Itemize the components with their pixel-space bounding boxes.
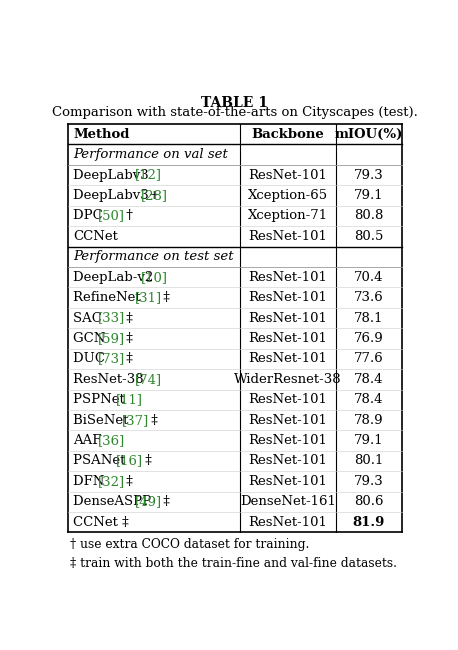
Text: DeepLabv3: DeepLabv3 [73, 168, 153, 181]
Text: 76.9: 76.9 [354, 332, 384, 345]
Text: CCNet ‡: CCNet ‡ [73, 515, 129, 528]
Text: † use extra COCO dataset for training.: † use extra COCO dataset for training. [70, 538, 309, 551]
Text: ‡: ‡ [159, 495, 170, 508]
Text: ResNet-101: ResNet-101 [249, 352, 327, 365]
Text: Method: Method [73, 128, 130, 141]
Text: BiSeNet: BiSeNet [73, 413, 133, 426]
Text: DenseASPP: DenseASPP [73, 495, 156, 508]
Text: Performance on val set: Performance on val set [73, 148, 228, 161]
Text: PSANet: PSANet [73, 454, 130, 467]
Text: WiderResnet-38: WiderResnet-38 [234, 373, 342, 386]
Text: PSPNet: PSPNet [73, 393, 129, 406]
Text: ‡: ‡ [122, 311, 133, 324]
Text: [11]: [11] [116, 393, 143, 406]
Text: ResNet-38: ResNet-38 [73, 373, 148, 386]
Text: SAC: SAC [73, 311, 106, 324]
Text: 73.6: 73.6 [354, 291, 384, 304]
Text: ‡: ‡ [122, 332, 133, 345]
Text: [36]: [36] [98, 434, 125, 447]
Text: ResNet-101: ResNet-101 [249, 230, 327, 243]
Text: ResNet-101: ResNet-101 [249, 454, 327, 467]
Text: ResNet-101: ResNet-101 [249, 413, 327, 426]
Text: AAF: AAF [73, 434, 106, 447]
Text: DPC: DPC [73, 209, 107, 222]
Text: 80.1: 80.1 [354, 454, 383, 467]
Text: 80.5: 80.5 [354, 230, 383, 243]
Text: Xception-71: Xception-71 [248, 209, 328, 222]
Text: Performance on test set: Performance on test set [73, 250, 234, 263]
Text: ResNet-101: ResNet-101 [249, 393, 327, 406]
Text: ResNet-101: ResNet-101 [249, 311, 327, 324]
Text: ‡: ‡ [122, 475, 133, 488]
Text: RefineNet: RefineNet [73, 291, 145, 304]
Text: [12]: [12] [135, 168, 162, 181]
Text: 79.1: 79.1 [354, 189, 383, 202]
Text: [31]: [31] [135, 291, 162, 304]
Text: 70.4: 70.4 [354, 270, 383, 283]
Text: 80.6: 80.6 [354, 495, 383, 508]
Text: DFN: DFN [73, 475, 109, 488]
Text: 81.9: 81.9 [353, 515, 385, 528]
Text: ResNet-101: ResNet-101 [249, 515, 327, 528]
Text: ‡: ‡ [147, 413, 158, 426]
Text: GCN: GCN [73, 332, 110, 345]
Text: 78.9: 78.9 [354, 413, 383, 426]
Text: DUC: DUC [73, 352, 109, 365]
Text: 78.4: 78.4 [354, 373, 383, 386]
Text: mIOU(%): mIOU(%) [334, 128, 403, 141]
Text: CCNet: CCNet [73, 230, 118, 243]
Text: [49]: [49] [135, 495, 162, 508]
Text: 79.3: 79.3 [354, 475, 384, 488]
Text: ‡: ‡ [159, 291, 170, 304]
Text: ResNet-101: ResNet-101 [249, 291, 327, 304]
Text: Comparison with state-of-the-arts on Cityscapes (test).: Comparison with state-of-the-arts on Cit… [52, 106, 418, 119]
Text: ‡: ‡ [141, 454, 152, 467]
Text: ResNet-101: ResNet-101 [249, 270, 327, 283]
Text: [16]: [16] [116, 454, 143, 467]
Text: ‡ train with both the train-fine and val-fine datasets.: ‡ train with both the train-fine and val… [70, 558, 397, 571]
Text: [10]: [10] [141, 270, 168, 283]
Text: 78.1: 78.1 [354, 311, 383, 324]
Text: 78.4: 78.4 [354, 393, 383, 406]
Text: [50]: [50] [98, 209, 125, 222]
Text: [28]: [28] [141, 189, 168, 202]
Text: 79.1: 79.1 [354, 434, 383, 447]
Text: DenseNet-161: DenseNet-161 [240, 495, 336, 508]
Text: ResNet-101: ResNet-101 [249, 332, 327, 345]
Text: ResNet-101: ResNet-101 [249, 168, 327, 181]
Text: TABLE 1: TABLE 1 [201, 96, 268, 109]
Text: [59]: [59] [98, 332, 125, 345]
Text: 77.6: 77.6 [354, 352, 384, 365]
Text: [33]: [33] [98, 311, 125, 324]
Text: ‡: ‡ [122, 352, 133, 365]
Text: [73]: [73] [98, 352, 125, 365]
Text: †: † [122, 209, 133, 222]
Text: 79.3: 79.3 [354, 168, 384, 181]
Text: DeepLabv3+: DeepLabv3+ [73, 189, 164, 202]
Text: Xception-65: Xception-65 [248, 189, 328, 202]
Text: ResNet-101: ResNet-101 [249, 434, 327, 447]
Text: 80.8: 80.8 [354, 209, 383, 222]
Text: ResNet-101: ResNet-101 [249, 475, 327, 488]
Text: [37]: [37] [122, 413, 150, 426]
Text: Backbone: Backbone [251, 128, 324, 141]
Text: [32]: [32] [98, 475, 125, 488]
Text: DeepLab-v2: DeepLab-v2 [73, 270, 158, 283]
Text: [74]: [74] [135, 373, 162, 386]
